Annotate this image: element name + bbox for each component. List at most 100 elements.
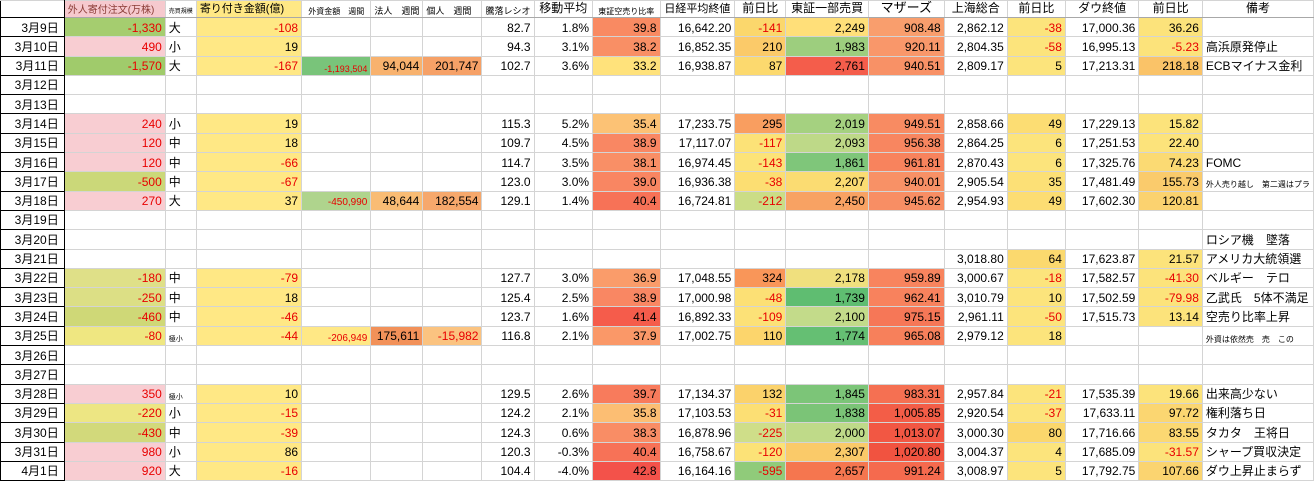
cell-ma[interactable] [533, 94, 594, 115]
cell-shanghai[interactable]: 3,018.80 [943, 248, 1008, 269]
cell-opening[interactable]: 37 [195, 190, 303, 211]
cell-size[interactable]: 中 [164, 152, 197, 173]
row-header-date[interactable]: 3月22日 [0, 267, 65, 289]
cell-nikkei[interactable]: 16,938.87 [659, 55, 736, 76]
cell-indiv_week[interactable] [422, 171, 483, 192]
cell-note[interactable]: FOMC [1201, 152, 1314, 173]
row-header-date[interactable]: 3月11日 [0, 55, 65, 76]
cell-nikkei_chg[interactable]: 210 [734, 36, 787, 57]
cell-shanghai_chg[interactable]: -37 [1006, 402, 1066, 424]
cell-shanghai[interactable]: 2,809.17 [943, 55, 1008, 76]
cell-foreign_week[interactable] [301, 402, 372, 424]
cell-dow_chg[interactable]: -31.57 [1138, 441, 1203, 462]
cell-size[interactable]: 小 [164, 113, 197, 134]
cell-corp_week[interactable] [370, 16, 424, 38]
cell-ma[interactable]: 2.1% [533, 402, 594, 424]
cell-ratio[interactable] [481, 209, 535, 231]
cell-ma[interactable]: 3.1% [533, 36, 594, 57]
cell-opening[interactable]: 10 [195, 383, 303, 404]
cell-nikkei_chg[interactable]: 295 [734, 113, 787, 134]
cell-mothers[interactable] [867, 94, 945, 115]
cell-shanghai[interactable]: 3,010.79 [943, 287, 1008, 308]
cell-nikkei_chg[interactable] [734, 209, 787, 231]
cell-short_ratio[interactable]: 38.3 [592, 422, 661, 443]
cell-shanghai_chg[interactable]: 35 [1006, 171, 1066, 192]
col-header-nikkei_chg[interactable]: 前日比 [734, 0, 787, 18]
row-header-date[interactable]: 3月9日 [0, 16, 65, 38]
cell-dow[interactable] [1064, 229, 1140, 250]
cell-indiv_week[interactable] [422, 132, 483, 154]
cell-dow[interactable]: 17,213.31 [1064, 55, 1140, 76]
cell-nikkei[interactable] [659, 209, 736, 231]
cell-short_ratio[interactable]: 38.1 [592, 152, 661, 173]
cell-mothers[interactable]: 965.08 [867, 325, 945, 347]
row-header-date[interactable]: 3月16日 [0, 152, 65, 173]
cell-size[interactable] [164, 229, 197, 250]
row-header-date[interactable]: 3月21日 [0, 248, 65, 269]
cell-tse_value[interactable]: 2,019 [785, 113, 869, 134]
cell-dow_chg[interactable] [1138, 229, 1203, 250]
cell-opening[interactable]: 19 [195, 36, 303, 57]
cell-size[interactable] [164, 209, 197, 231]
cell-note[interactable]: タカタ 王将日 [1201, 422, 1314, 443]
cell-foreign[interactable]: -220 [63, 402, 166, 424]
row-header-date[interactable]: 3月30日 [0, 422, 65, 443]
cell-shanghai_chg[interactable]: -21 [1006, 383, 1066, 404]
cell-ratio[interactable]: 124.2 [481, 402, 535, 424]
cell-nikkei[interactable] [659, 74, 736, 96]
cell-short_ratio[interactable]: 36.9 [592, 267, 661, 289]
cell-tse_value[interactable]: 1,739 [785, 287, 869, 308]
cell-opening[interactable]: -79 [195, 267, 303, 289]
cell-nikkei_chg[interactable]: 110 [734, 325, 787, 347]
cell-ratio[interactable]: 114.7 [481, 152, 535, 173]
cell-nikkei[interactable] [659, 248, 736, 269]
cell-tse_value[interactable]: 2,657 [785, 460, 869, 482]
cell-opening[interactable]: 18 [195, 287, 303, 308]
cell-note[interactable] [1201, 113, 1314, 134]
cell-dow_chg[interactable] [1138, 209, 1203, 231]
cell-shanghai[interactable]: 2,905.54 [943, 171, 1008, 192]
cell-indiv_week[interactable] [422, 74, 483, 96]
cell-tse_value[interactable]: 2,249 [785, 16, 869, 38]
cell-size[interactable]: 中 [164, 306, 197, 327]
cell-ratio[interactable]: 125.4 [481, 287, 535, 308]
cell-shanghai_chg[interactable] [1006, 229, 1066, 250]
cell-ma[interactable]: 1.4% [533, 190, 594, 211]
cell-nikkei[interactable] [659, 364, 736, 385]
cell-dow[interactable] [1064, 74, 1140, 96]
cell-dow[interactable]: 17,481.49 [1064, 171, 1140, 192]
cell-nikkei[interactable]: 17,048.55 [659, 267, 736, 289]
cell-ratio[interactable]: 109.7 [481, 132, 535, 154]
cell-mothers[interactable]: 940.51 [867, 55, 945, 76]
cell-mothers[interactable]: 949.51 [867, 113, 945, 134]
cell-short_ratio[interactable]: 42.8 [592, 460, 661, 482]
cell-dow_chg[interactable] [1138, 94, 1203, 115]
cell-shanghai_chg[interactable]: 6 [1006, 152, 1066, 173]
cell-ma[interactable]: 1.8% [533, 16, 594, 38]
cell-mothers[interactable] [867, 364, 945, 385]
cell-ma[interactable]: 3.0% [533, 171, 594, 192]
cell-dow_chg[interactable]: 21.57 [1138, 248, 1203, 269]
cell-indiv_week[interactable] [422, 345, 483, 366]
cell-mothers[interactable] [867, 209, 945, 231]
cell-foreign_week[interactable] [301, 36, 372, 57]
cell-shanghai_chg[interactable]: 5 [1006, 460, 1066, 482]
cell-nikkei_chg[interactable]: -143 [734, 152, 787, 173]
cell-dow[interactable]: 17,792.75 [1064, 460, 1140, 482]
cell-opening[interactable]: -167 [195, 55, 303, 76]
cell-short_ratio[interactable]: 33.2 [592, 55, 661, 76]
row-header-date[interactable]: 3月24日 [0, 306, 65, 327]
cell-opening[interactable] [195, 364, 303, 385]
cell-dow_chg[interactable]: 22.40 [1138, 132, 1203, 154]
cell-size[interactable]: 小 [164, 402, 197, 424]
cell-opening[interactable]: -44 [195, 325, 303, 347]
cell-foreign_week[interactable] [301, 94, 372, 115]
cell-foreign[interactable]: -500 [63, 171, 166, 192]
cell-short_ratio[interactable]: 38.9 [592, 287, 661, 308]
cell-ma[interactable]: -4.0% [533, 460, 594, 482]
cell-shanghai[interactable]: 3,004.37 [943, 441, 1008, 462]
cell-nikkei_chg[interactable]: -225 [734, 422, 787, 443]
cell-shanghai_chg[interactable]: -58 [1006, 36, 1066, 57]
cell-opening[interactable]: 86 [195, 441, 303, 462]
cell-note[interactable] [1201, 209, 1314, 231]
